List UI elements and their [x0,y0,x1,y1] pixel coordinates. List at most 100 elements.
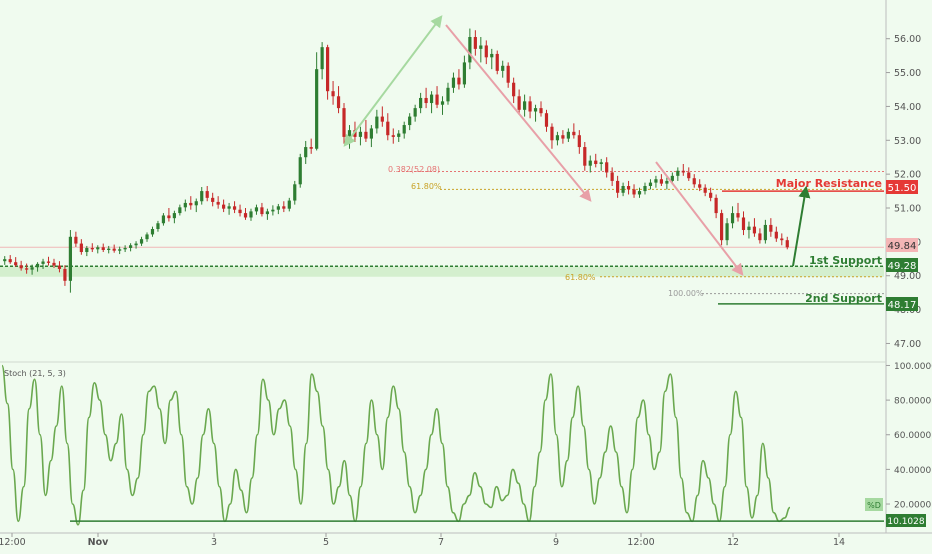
candle-body [572,131,576,136]
candle-body [183,202,187,208]
candle-body [616,180,620,193]
candle-body [222,204,226,209]
candle-body [156,223,160,230]
support-zone [0,266,884,277]
first-support-label: 1st Support [809,254,882,267]
stoch-d-line [1,364,791,526]
y-tick-label: 51.00 [894,204,921,215]
candle-body [457,77,461,85]
x-tick-label: 3 [211,537,217,548]
candle-body [331,91,335,97]
y-tick-label: 47.00 [894,339,921,350]
pink-trend-arrow-2 [655,161,744,276]
candle-body [659,179,664,184]
candle-body [315,69,319,149]
support1-price-label: 49.28 [888,261,917,272]
candle-body [249,211,253,218]
candle-body [725,223,729,241]
candle-body [25,268,29,270]
candle-body [435,94,439,105]
candle-body [287,200,291,209]
major-resistance-label: Major Resistance [776,177,882,190]
candle-body [648,182,653,186]
candle-body [533,108,538,112]
candle-body [665,180,669,184]
x-tick-label: 12:00 [0,537,26,548]
candle-body [85,247,89,253]
candle-body [774,231,778,239]
candle-body [298,157,302,185]
candle-body [462,62,467,85]
candle-body [276,206,280,210]
stoch-badge-label: %D [867,501,881,510]
candle-body [577,135,581,148]
candle-body [714,197,718,214]
candle-body [369,128,373,139]
candle-body [780,238,784,241]
candle-body [681,170,685,173]
candle-body [490,53,494,58]
candle-body [758,233,762,241]
candle-body [19,265,23,269]
candle-body [364,131,368,139]
candle-body [282,206,286,209]
candle-body [424,97,428,104]
candle-body [238,209,242,214]
candle-body [621,186,625,193]
candle-body [96,247,100,250]
candle-body [402,125,406,134]
green-bounce-arrow [792,185,811,267]
y-tick-label: 56.00 [894,34,921,45]
candle-body [429,94,434,104]
candle-body [227,206,231,209]
time-axis[interactable]: 12:00 Nov 3 5 7 9 12:00 12 14 [0,533,845,548]
support2-price-label: 48.17 [888,300,917,311]
candle-body [304,147,308,158]
y-tick-label: 52.00 [894,170,921,181]
candle-body [57,265,62,269]
candle-body [112,248,116,251]
candle-body [200,191,204,202]
candle-body [232,206,237,210]
candle-body [172,213,176,219]
candle-body [719,213,724,241]
candle-body [698,184,702,188]
candle-body [419,97,423,109]
candle-body [692,178,696,185]
support1-price-tag [886,258,918,272]
candle-body [35,263,40,268]
x-tick-label: 7 [438,537,444,548]
candle-body [687,172,691,179]
candle-body [260,207,264,215]
candle-body [145,234,149,240]
candle-body [495,53,499,71]
y-tick-label: 55.00 [894,68,921,79]
candle-body [599,162,603,164]
candle-body [752,226,757,234]
candle-body [63,268,67,281]
candle-body [41,261,45,264]
resistance-price-tag [886,180,918,194]
candle-body [512,82,516,97]
stoch-value-label: 10.1028 [887,517,924,527]
stoch-tick-label: 80.0000 [894,397,931,407]
candle-body [550,126,554,141]
candle-body [610,172,614,181]
candle-body [555,135,560,141]
candle-body [79,243,83,253]
y-tick-label: 53.00 [894,136,921,147]
stoch-tick-label: 60.0000 [894,431,931,441]
candle-body [451,77,456,88]
candle-body [375,116,379,129]
candle-body [637,191,642,195]
candle-body [654,179,658,183]
candle-body [68,236,73,281]
candle-body [583,147,587,166]
candle-body [605,162,609,173]
stoch-badge [865,498,883,511]
candle-body [446,87,450,102]
candle-body [74,236,78,244]
candle-body [380,116,384,122]
